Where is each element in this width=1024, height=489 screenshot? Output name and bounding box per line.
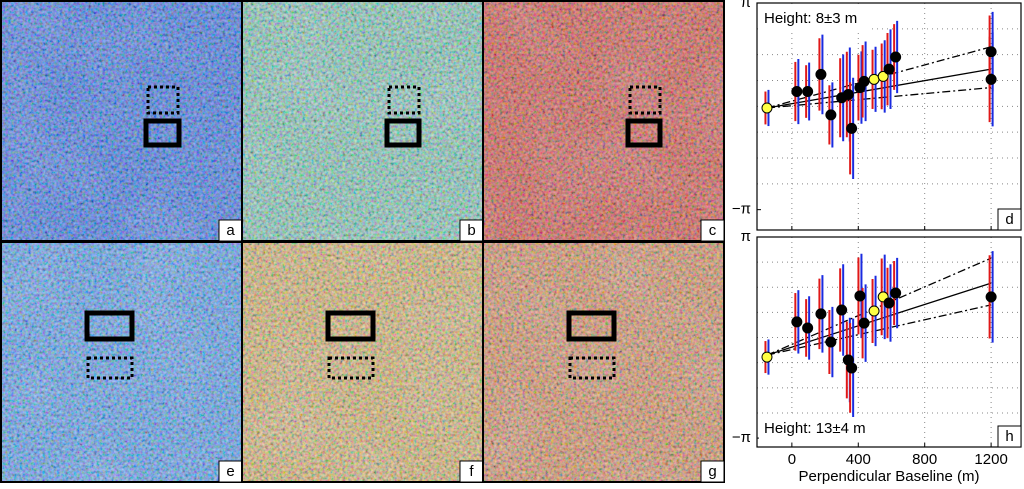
region-box-dotted xyxy=(327,356,375,380)
image-noise xyxy=(1,242,242,482)
data-point xyxy=(854,290,866,302)
x-tick-label: 800 xyxy=(912,451,937,468)
region-box xyxy=(325,310,376,342)
image-noise xyxy=(483,1,724,241)
image-noise xyxy=(1,1,242,241)
data-point xyxy=(985,73,997,85)
panel-label-box xyxy=(997,425,1022,448)
region-box-dotted xyxy=(86,356,134,380)
data-point xyxy=(883,63,895,75)
x-tick-label: 0 xyxy=(788,451,796,468)
fit-line xyxy=(766,282,992,356)
image-frame xyxy=(482,241,725,483)
panel-label: d xyxy=(1005,211,1013,228)
panel-label: e xyxy=(226,463,234,480)
data-point xyxy=(791,86,803,98)
plot-area xyxy=(757,3,1021,230)
data-point xyxy=(858,317,870,329)
data-point xyxy=(791,316,803,328)
fit-line xyxy=(766,257,992,356)
data-point xyxy=(868,73,880,85)
fit-line xyxy=(766,304,992,356)
fit-line xyxy=(766,68,992,109)
data-point xyxy=(802,86,814,98)
y-tick-label: −π xyxy=(732,201,751,218)
x-tick-label: 1200 xyxy=(974,451,1007,468)
plot-area xyxy=(757,237,1021,447)
panel-label: f xyxy=(469,463,474,480)
fit-line xyxy=(766,86,992,109)
data-point xyxy=(815,68,827,80)
region-box-dotted xyxy=(146,85,180,115)
annotation: Height: 8±3 m xyxy=(764,10,857,27)
data-point xyxy=(890,287,902,299)
panel-label: b xyxy=(467,222,475,239)
region-box-dotted xyxy=(568,356,616,380)
y-tick-label: −π xyxy=(732,429,751,446)
region-box xyxy=(566,310,617,342)
data-point xyxy=(890,51,902,63)
panel-label-box xyxy=(700,460,725,483)
data-point xyxy=(815,308,827,320)
data-point xyxy=(877,70,889,82)
region-box-dotted xyxy=(387,85,421,115)
region-box xyxy=(384,118,422,148)
data-point xyxy=(858,75,870,87)
data-point xyxy=(761,351,773,363)
data-point xyxy=(842,88,854,100)
image-panels: a b c e f g xyxy=(0,0,725,483)
panel-label-box xyxy=(997,208,1022,231)
region-box xyxy=(84,310,135,342)
annotation-bg xyxy=(759,417,871,441)
annotation-bg xyxy=(759,7,871,31)
plot-frame xyxy=(756,236,1022,448)
data-point xyxy=(846,122,858,134)
data-point xyxy=(825,336,837,348)
y-tick-label: π xyxy=(741,0,751,11)
panel-label: c xyxy=(709,222,717,239)
image-noise xyxy=(483,242,724,482)
data-point xyxy=(836,304,848,316)
data-point xyxy=(825,109,837,121)
data-point xyxy=(761,102,773,114)
data-point xyxy=(985,46,997,58)
data-point xyxy=(883,297,895,309)
region-box xyxy=(625,118,663,148)
plot-frame xyxy=(756,2,1022,231)
x-tick-label: 400 xyxy=(846,451,871,468)
image-noise xyxy=(242,1,483,241)
data-point xyxy=(868,305,880,317)
data-point xyxy=(985,291,997,303)
annotation: Height: 13±4 m xyxy=(764,420,866,437)
panel-label: h xyxy=(1005,428,1013,445)
data-point xyxy=(802,322,814,334)
x-axis-label: Perpendicular Baseline (m) xyxy=(799,468,980,485)
panel-label: g xyxy=(708,463,716,480)
panel-label: a xyxy=(226,222,235,239)
y-tick-label: π xyxy=(741,228,751,245)
region-box xyxy=(143,118,182,148)
image-noise xyxy=(242,242,483,482)
data-point xyxy=(846,362,858,374)
region-box-dotted xyxy=(628,85,662,115)
